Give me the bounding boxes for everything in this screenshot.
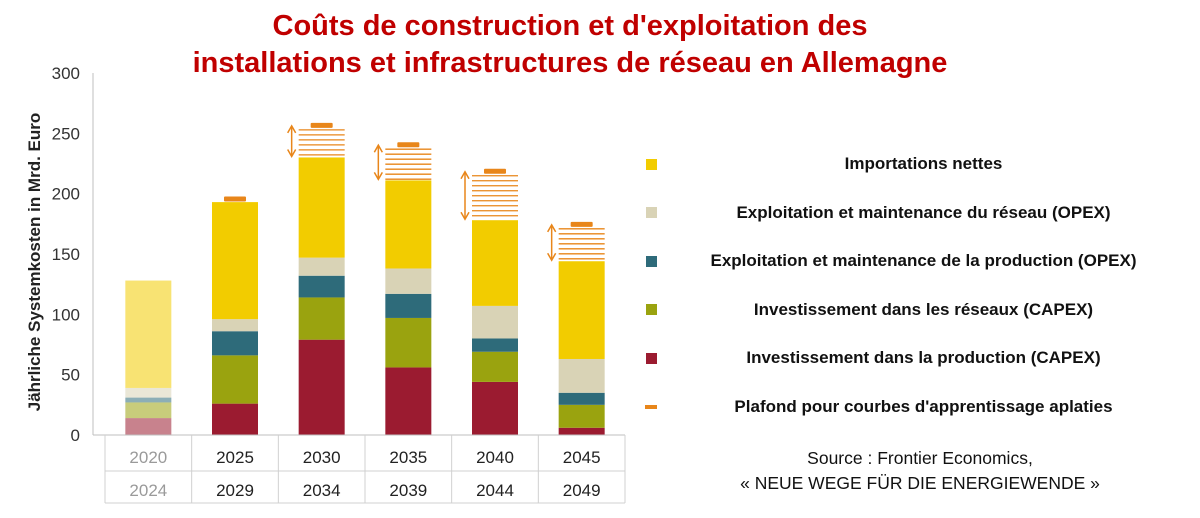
legend-item: Exploitation et maintenance de la produc… <box>640 237 1185 286</box>
x-tick-label-top: 2040 <box>476 448 514 467</box>
x-tick-label-bottom: 2039 <box>389 481 427 500</box>
bar-segment <box>385 180 432 269</box>
bar-segment <box>558 404 605 428</box>
bar-segment <box>212 319 258 332</box>
x-tick-label-top: 2045 <box>563 448 601 467</box>
bar-segment <box>125 402 172 419</box>
bar-segment <box>212 355 258 404</box>
y-tick-label: 50 <box>61 366 80 385</box>
x-tick-label-bottom: 2049 <box>563 481 601 500</box>
legend-label: Importations nettes <box>844 154 1003 174</box>
legend-item: Exploitation et maintenance du réseau (O… <box>640 189 1185 238</box>
legend-item: Importations nettes <box>640 140 1185 189</box>
x-tick-label-top: 2025 <box>216 448 254 467</box>
arrow-head-up <box>460 170 470 180</box>
bar-segment <box>385 367 432 435</box>
bar-segment <box>472 338 518 352</box>
source-line-1: Source : Frontier Economics, <box>807 448 1033 468</box>
bar-segment <box>558 261 605 359</box>
y-tick-label: 250 <box>52 124 80 143</box>
arrow-head-down <box>373 172 383 181</box>
bar-segment <box>212 202 258 320</box>
bar-segment <box>298 257 345 276</box>
bar-segment <box>385 293 432 318</box>
x-tick-label-top: 2035 <box>389 448 427 467</box>
bar-segment <box>558 427 605 435</box>
x-tick-label-bottom: 2029 <box>216 481 254 500</box>
chart-plot: 0 50 100 150 200 250 300 2020 2024 2025 2029 2030 20… <box>25 64 626 504</box>
y-tick-label: 150 <box>52 245 80 264</box>
legend-swatch <box>646 255 657 267</box>
legend-swatch <box>646 352 657 364</box>
bar-segment <box>125 418 172 435</box>
bar-segment <box>125 397 172 403</box>
bar-segment <box>472 381 518 435</box>
legend-swatch <box>646 304 657 316</box>
x-tick-label-top: 2020 <box>129 448 167 467</box>
ceiling-marker <box>224 196 246 202</box>
ceiling-marker <box>570 221 593 227</box>
chart-title-line-1: Coûts de construction et d'exploitation … <box>272 10 868 42</box>
bar-segment <box>298 297 345 340</box>
bar-segment <box>472 351 518 382</box>
legend-label: Exploitation et maintenance du réseau (O… <box>736 202 1111 222</box>
chart-legend: Importations nettes Exploitation et maint… <box>640 140 1185 431</box>
bar-segment <box>298 157 345 258</box>
ceiling-marker <box>397 142 420 148</box>
y-tick-label: 200 <box>52 185 80 204</box>
chart-title: Coûts de construction et d'exploitation … <box>150 8 990 82</box>
arrow-head-up <box>373 143 383 153</box>
arrow-head-down <box>287 149 297 158</box>
bar-segment <box>212 331 258 356</box>
ceiling-marker <box>310 122 333 128</box>
x-tick-label-bottom: 2034 <box>303 481 341 500</box>
bar-segment <box>298 275 345 298</box>
x-tick-label-top: 2030 <box>303 448 341 467</box>
arrow-head-up <box>287 124 297 134</box>
y-tick-label: 0 <box>71 426 80 445</box>
bar-segment <box>125 280 172 388</box>
legend-label: Exploitation et maintenance de la produc… <box>710 251 1137 271</box>
bar-segment <box>125 387 172 398</box>
y-tick-label: 300 <box>52 64 80 83</box>
legend-item: Investissement dans la production (CAPEX… <box>640 334 1185 383</box>
x-tick-label-bottom: 2044 <box>476 481 514 500</box>
legend-label: Investissement dans les réseaux (CAPEX) <box>753 299 1094 319</box>
bar-segment <box>472 305 518 339</box>
legend-label: Plafond pour courbes d'apprentissage apl… <box>734 396 1113 416</box>
x-tick-label-bottom: 2024 <box>129 481 167 500</box>
y-axis-label: Jährliche Systemkosten in Mrd. Euro <box>25 113 44 412</box>
arrow-head-up <box>547 223 557 233</box>
bar-segment <box>558 392 605 405</box>
bar-segment <box>212 403 258 435</box>
bar-segment <box>385 268 432 294</box>
source-note: Source : Frontier Economics, « NEUE WEGE… <box>640 446 1200 496</box>
bar-segment <box>298 339 345 435</box>
bar-segment <box>385 317 432 368</box>
source-line-2: « NEUE WEGE FÜR DIE ENERGIEWENDE » <box>740 473 1100 493</box>
legend-swatch <box>646 158 657 170</box>
legend-item: Investissement dans les réseaux (CAPEX) <box>640 286 1185 335</box>
arrow-head-down <box>547 252 557 262</box>
legend-swatch <box>646 207 657 219</box>
legend-item: Plafond pour courbes d'apprentissage apl… <box>640 383 1185 432</box>
chart-title-line-2: installations et infrastructures de rése… <box>192 47 948 79</box>
bar-segment <box>472 220 518 306</box>
legend-swatch <box>645 404 657 409</box>
legend-label: Investissement dans la production (CAPEX… <box>746 348 1101 368</box>
y-tick-label: 100 <box>52 305 80 324</box>
arrow-head-down <box>460 211 470 221</box>
bar-segment <box>558 358 605 393</box>
ceiling-marker <box>484 168 506 174</box>
